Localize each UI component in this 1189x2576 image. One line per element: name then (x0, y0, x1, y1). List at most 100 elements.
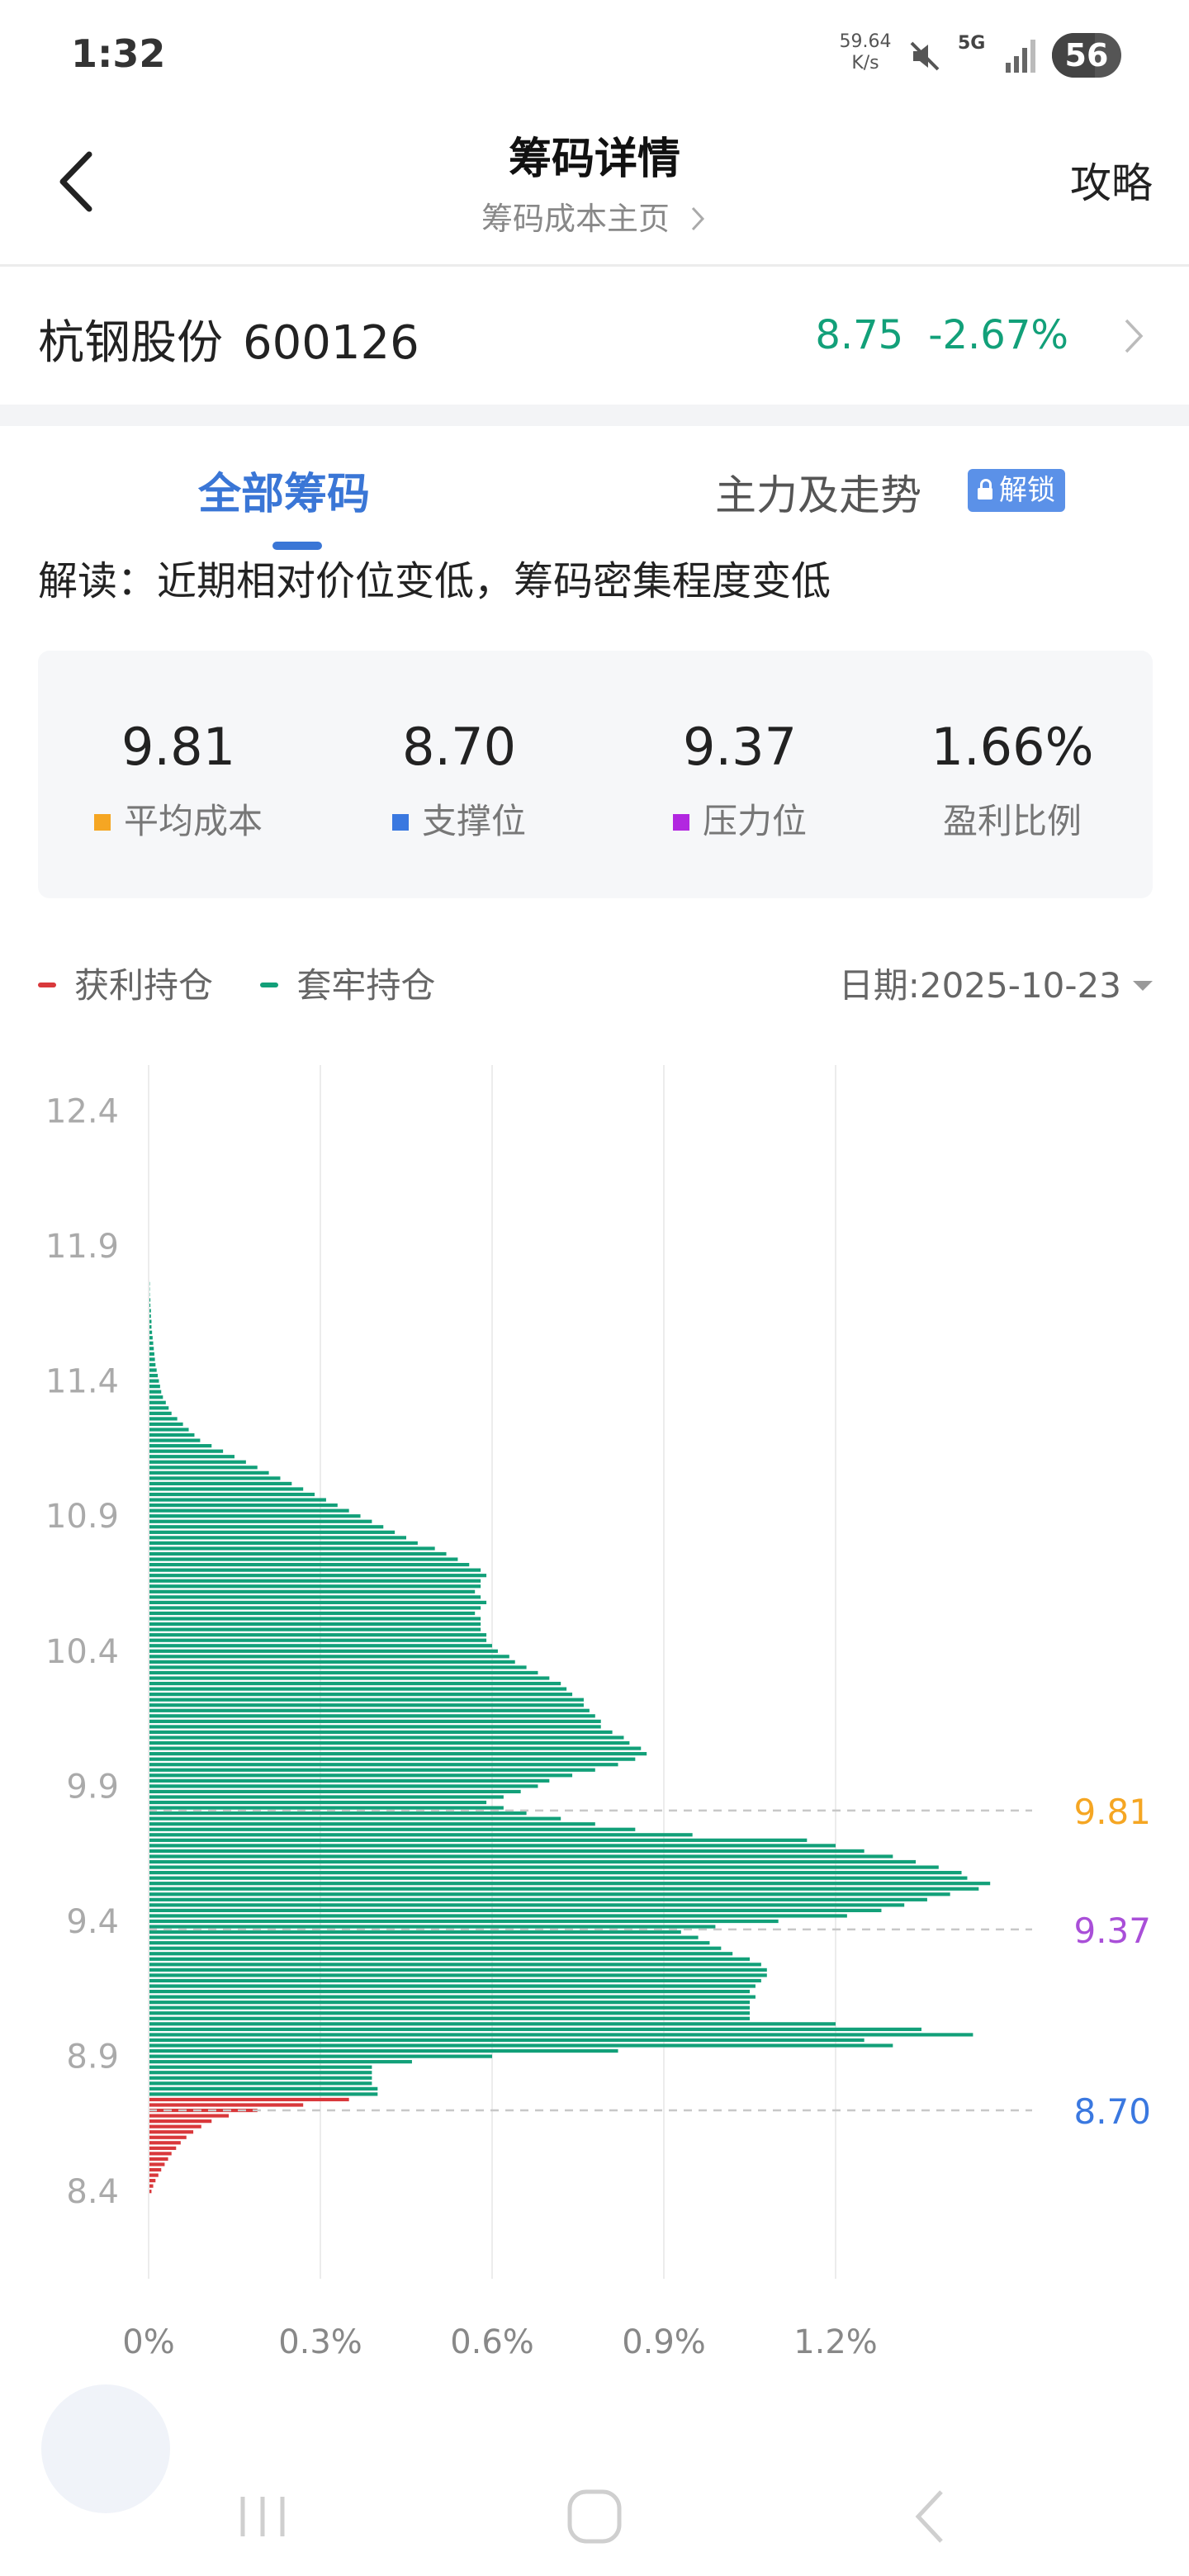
chip-bar (149, 1432, 195, 1437)
legend-swatch (38, 983, 56, 987)
chip-bar (149, 1536, 406, 1540)
chip-bar (149, 2190, 152, 2194)
guide-link[interactable]: 攻略 (1070, 159, 1153, 207)
chip-bar (149, 2001, 750, 2005)
chip-bar (149, 2119, 212, 2124)
date-dropdown[interactable]: 日期:2025-10-23 (839, 958, 1153, 1008)
chip-bar (149, 2179, 156, 2183)
chip-bar (149, 2086, 378, 2091)
chip-bar (149, 1622, 481, 1627)
tab-main-force-trend[interactable]: 主力及走势 (715, 471, 921, 519)
chip-bar (149, 1816, 561, 1821)
chip-bar (149, 1908, 882, 1913)
chip-bar (149, 1649, 498, 1653)
chip-bar (149, 1925, 716, 1929)
chip-bar (149, 1725, 601, 1729)
chip-cost-home-link[interactable]: 筹码成本主页 (0, 193, 1189, 239)
floating-button[interactable] (41, 2384, 170, 2513)
chip-bar (149, 1800, 487, 1805)
chip-bar (149, 2173, 159, 2177)
stock-title: 杭钢股份 600126 (38, 305, 419, 372)
caret-down-icon (1133, 981, 1153, 991)
chip-bar (149, 1681, 561, 1686)
chip-bar (149, 1617, 481, 1621)
chip-bar (149, 1763, 618, 1767)
chip-bar (149, 2076, 372, 2080)
chip-bar (149, 1551, 447, 1556)
chip-bar (149, 1470, 269, 1475)
chip-bar (149, 1319, 152, 1324)
chip-bar (149, 2033, 973, 2037)
chip-bar (149, 2162, 165, 2166)
battery-level: 56 (1064, 37, 1109, 73)
chip-bar (149, 2065, 372, 2069)
chip-bar (149, 1362, 156, 1367)
stock-info-row[interactable]: 杭钢股份 600126 8.75 -2.67% (0, 266, 1189, 405)
chip-bar (149, 1963, 761, 1967)
chip-bar (149, 1487, 304, 1491)
chip-bar (149, 1481, 292, 1486)
chip-bar (149, 2152, 172, 2156)
system-back-icon[interactable] (915, 2490, 943, 2543)
chip-bar (149, 1589, 476, 1593)
chevron-right-icon (1125, 319, 1144, 353)
legend-dot (391, 814, 409, 831)
stock-quote: 8.75 -2.67% (815, 312, 1068, 358)
unlock-badge[interactable]: 解锁 (968, 469, 1065, 512)
section-divider (0, 405, 1189, 426)
chip-bar (149, 1740, 630, 1745)
stat-label: 支撑位 (421, 801, 526, 841)
stock-price: 8.75 (815, 312, 904, 358)
chip-bar (149, 1417, 178, 1421)
chip-bar (149, 2135, 187, 2139)
chip-bar (149, 1514, 361, 1518)
stat-value: 9.81 (121, 717, 236, 777)
chip-bar (149, 1519, 372, 1523)
chip-bar (149, 1941, 710, 1945)
tab-all-chips[interactable]: 全部筹码 (198, 470, 371, 519)
chip-bar (149, 1919, 779, 1924)
chip-bar (149, 1368, 157, 1372)
chip-bar (149, 1546, 435, 1551)
chip-bar (149, 1811, 527, 1816)
stat-label: 盈利比例 (942, 801, 1082, 841)
chip-bar (149, 1444, 212, 1448)
chip-bar (149, 1438, 201, 1442)
chip-bar (149, 1957, 750, 1961)
chip-bar (149, 1714, 595, 1718)
chip-bar (149, 1978, 761, 1983)
x-tick-label: 0.6% (450, 2323, 534, 2361)
chip-bar (149, 1660, 515, 1664)
stat-value: 9.37 (682, 717, 798, 777)
x-tick-label: 0.3% (278, 2323, 362, 2361)
chip-bar (149, 1352, 154, 1356)
home-icon[interactable] (567, 2489, 622, 2544)
x-tick-label: 1.2% (793, 2323, 878, 2361)
nav-header: 筹码详情 筹码成本主页 攻略 (0, 107, 1189, 267)
network-speed: 59.64 K/s (832, 31, 898, 74)
chip-bar (149, 1730, 613, 1735)
chip-bar (149, 1833, 693, 1837)
chip-bar (149, 1892, 950, 1896)
chip-bar (149, 1708, 590, 1712)
chip-bar (149, 1541, 418, 1546)
x-tick-label: 0.9% (622, 2323, 706, 2361)
chip-distribution-chart: 0% 0.3% 0.6% 0.9% 1.2% 12.4 11.9 11.4 10.9 10.4 9.… (45, 1065, 1151, 2361)
chip-bar (149, 2114, 230, 2118)
chip-bar (149, 1897, 927, 1901)
chip-bar (149, 1719, 601, 1723)
mute-icon (910, 41, 940, 71)
legend-dot (93, 814, 111, 831)
back-arrow-icon[interactable] (50, 144, 107, 219)
tab-active-indicator (272, 542, 322, 550)
recents-icon[interactable] (240, 2497, 285, 2536)
chip-bar (149, 1379, 159, 1383)
reference-label: 9.37 (1073, 1911, 1151, 1951)
chip-bar (149, 1530, 396, 1534)
chip-bar (149, 1611, 476, 1616)
stat-profit-ratio: 1.66% 盈利比例 (888, 717, 1136, 844)
lock-icon (978, 479, 992, 500)
chip-bar (149, 1670, 538, 1675)
chip-bar (149, 2146, 177, 2150)
chip-bar (149, 1638, 487, 1642)
